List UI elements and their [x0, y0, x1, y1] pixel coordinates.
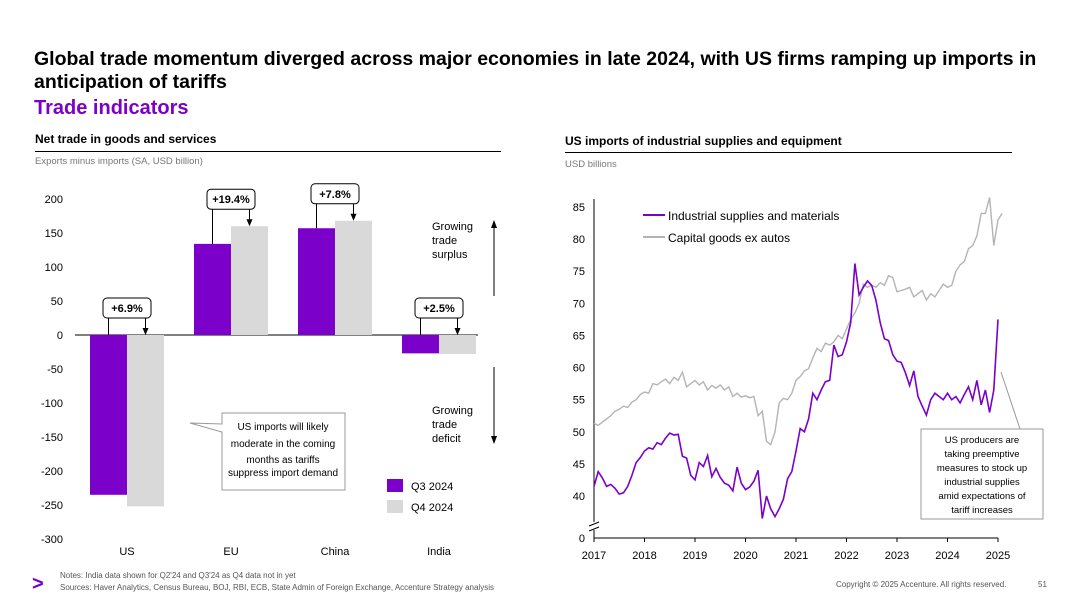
change-badge — [102, 297, 152, 319]
y-tick-label: 85 — [573, 202, 585, 214]
change-badge-label: +2.5% — [423, 303, 455, 315]
bar-india-q3-2024 — [402, 335, 439, 354]
y-tick-label: 40 — [573, 491, 585, 503]
change-arrowhead — [454, 328, 461, 335]
bar-china-q3-2024 — [298, 228, 335, 335]
axis-break-mark — [588, 526, 600, 532]
y-tick-label: 100 — [45, 262, 63, 274]
bar-eu-q4-2024 — [231, 226, 268, 335]
x-tick-label: 2020 — [733, 550, 757, 562]
line-capital-goods — [593, 197, 1003, 446]
right-chart-rule — [565, 152, 1012, 153]
legend-label-q4: Q4 2024 — [411, 502, 453, 514]
y-tick-label: 70 — [573, 298, 585, 310]
left-chart-unit: Exports minus imports (SA, USD billion) — [35, 156, 203, 167]
us-imports-callout-box — [189, 412, 346, 491]
footer-sources: Sources: Haver Analytics, Census Bureau,… — [60, 583, 494, 592]
legend-label-q3: Q3 2024 — [411, 481, 453, 493]
accenture-logo: > — [32, 573, 44, 595]
x-category-label: US — [119, 546, 134, 558]
x-category-label: EU — [223, 546, 238, 558]
axis-break-mark — [588, 521, 600, 527]
y-tick-label: 45 — [573, 459, 585, 471]
y-tick-label: 75 — [573, 266, 585, 278]
line-industrial-supplies — [593, 263, 999, 519]
y-tick-label: 200 — [45, 194, 63, 206]
change-badge-label: +19.4% — [212, 194, 250, 206]
left-chart-rule — [35, 151, 501, 152]
stockpile-callout-box — [920, 428, 1044, 520]
change-badge — [310, 183, 360, 205]
surplus-arrowhead — [491, 220, 497, 228]
x-tick-label: 2022 — [834, 550, 858, 562]
left-chart-title: Net trade in goods and services — [35, 132, 217, 146]
bar-india-q4-2024 — [439, 335, 476, 355]
x-tick-label: 2019 — [683, 550, 707, 562]
change-badge — [414, 297, 464, 319]
footer-notes: Notes: India data shown for Q2'24 and Q3… — [60, 571, 296, 580]
bar-eu-q3-2024 — [194, 243, 231, 335]
stockpile-callout-pointer — [1000, 371, 1021, 430]
footer-page-number: 51 — [1038, 580, 1047, 589]
y-tick-label: -200 — [41, 466, 63, 478]
y-tick-label: 60 — [573, 363, 585, 375]
y-tick-label: 50 — [573, 427, 585, 439]
legend-swatch-q3 — [387, 479, 403, 492]
y-tick-label: -100 — [41, 398, 63, 410]
bar-china-q4-2024 — [335, 220, 372, 335]
deficit-arrowhead — [491, 436, 497, 444]
change-arrowhead — [350, 213, 357, 221]
us-imports-callout-text: US imports will likely moderate in the co… — [228, 422, 338, 479]
page-subtitle: Trade indicators — [34, 97, 189, 119]
y-tick-label: 0 — [57, 330, 63, 342]
y-tick-label: -50 — [47, 364, 63, 376]
right-chart-unit: USD billions — [565, 159, 617, 170]
change-arrowhead — [142, 328, 149, 335]
y-tick-label: -150 — [41, 432, 63, 444]
x-tick-label: 2017 — [582, 550, 606, 562]
stockpile-callout-text: US producers are taking preemptive measure… — [937, 435, 1027, 516]
change-badge-label: +6.9% — [111, 303, 143, 315]
right-chart-title: US imports of industrial supplies and eq… — [565, 134, 842, 148]
legend-label-industrial: Industrial supplies and materials — [668, 209, 839, 223]
y-tick-label: 150 — [45, 228, 63, 240]
x-tick-label: 2023 — [885, 550, 909, 562]
y-tick-label: 80 — [573, 234, 585, 246]
deficit-label: Growing trade deficit — [432, 405, 473, 445]
x-category-label: India — [427, 546, 452, 558]
x-tick-label: 2018 — [632, 550, 656, 562]
y-tick-label: -250 — [41, 500, 63, 512]
x-tick-label: 2024 — [935, 550, 959, 562]
y-tick-label: 65 — [573, 330, 585, 342]
x-tick-label: 2025 — [986, 550, 1010, 562]
page-title: Global trade momentum diverged across ma… — [34, 48, 1037, 93]
y-tick-label: -300 — [41, 534, 63, 546]
y-tick-label: 0 — [579, 533, 585, 545]
legend-swatch-q4 — [387, 500, 403, 513]
surplus-label: Growing trade surplus — [432, 221, 473, 261]
legend-label-capital: Capital goods ex autos — [668, 231, 790, 245]
footer-copyright: Copyright © 2025 Accenture. All rights r… — [836, 580, 1007, 589]
bar-us-q3-2024 — [90, 335, 127, 495]
x-category-label: China — [321, 546, 351, 558]
change-arrowhead — [246, 219, 253, 227]
change-badge-label: +7.8% — [319, 189, 351, 201]
y-tick-label: 50 — [51, 296, 63, 308]
change-badge — [206, 188, 256, 210]
bar-us-q4-2024 — [127, 335, 164, 507]
x-tick-label: 2021 — [784, 550, 808, 562]
y-tick-label: 55 — [573, 395, 585, 407]
